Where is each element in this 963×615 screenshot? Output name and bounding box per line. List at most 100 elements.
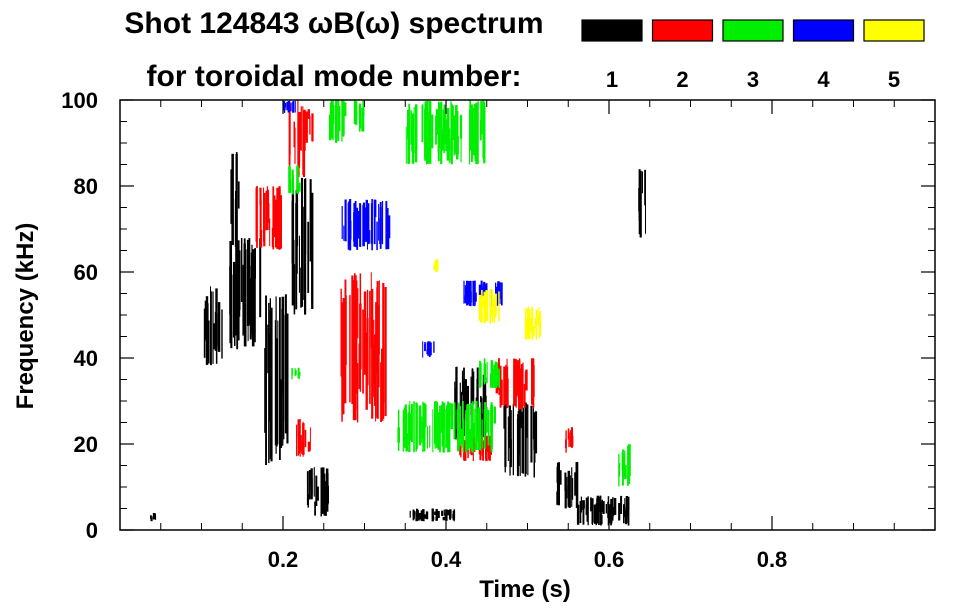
mode-1-region-10-streak [601, 499, 603, 513]
mode-4-region-1-streak [474, 280, 476, 307]
mode-1-region-10-streak [582, 500, 585, 511]
mode-2-region-0-streak [263, 193, 266, 247]
mode-5-region-1-streak [526, 307, 528, 337]
mode-1-region-11-streak [645, 175, 646, 234]
mode-1-region-10-streak [612, 497, 614, 512]
mode-2-region-2-streak [371, 288, 374, 419]
series-mode-2 [255, 100, 574, 462]
mode-1-region-1-streak [238, 288, 241, 317]
mode-3-region-6-streak [475, 102, 478, 159]
mode-1-region-9-streak [568, 475, 571, 508]
mode-2-region-1-streak [297, 100, 299, 176]
mode-1-region-10-streak [596, 495, 600, 523]
mode-5-region-0-streak [481, 295, 485, 308]
legend-label-mode-3: 3 [747, 67, 759, 92]
mode-1-region-7-streak [464, 379, 467, 415]
mode-1-region-4-streak [307, 221, 310, 293]
mode-3-region-3-streak [483, 409, 486, 449]
mode-3-region-3-streak [421, 416, 423, 443]
mode-1-region-5-streak [313, 467, 315, 497]
mode-1-region-10-streak [599, 503, 602, 526]
mode-3-region-3-streak [460, 428, 463, 444]
mode-1-region-9-streak [574, 472, 576, 496]
mode-1-region-10-streak [590, 497, 592, 512]
mode-1-region-10-streak [602, 501, 605, 514]
mode-2-region-0-streak [256, 186, 258, 248]
mode-1-region-7-streak [471, 369, 474, 422]
mode-2-region-1-streak [300, 106, 302, 151]
mode-1-region-12-streak [150, 515, 152, 519]
mode-1-region-8-streak [518, 401, 521, 456]
mode-1-region-8-streak [504, 402, 507, 468]
mode-5-region-0-streak [498, 291, 500, 322]
mode-3-region-5-streak [627, 445, 629, 486]
mode-3-region-6-streak [482, 100, 484, 159]
mode-4-region-1-streak [464, 285, 468, 304]
mode-1-region-6-streak [431, 508, 434, 522]
mode-2-region-2-streak [382, 343, 385, 419]
mode-4-region-0-streak [354, 205, 356, 227]
mode-3-region-6-streak [483, 101, 485, 164]
mode-2-region-5-streak [531, 361, 533, 406]
mode-3-region-1-streak [362, 101, 364, 124]
mode-2-region-2-streak [351, 275, 354, 405]
mode-2-region-7-streak [572, 435, 574, 447]
mode-1-region-6-streak [441, 510, 444, 516]
mode-3-region-3-streak [427, 426, 429, 449]
mode-1-region-6-streak [421, 511, 424, 520]
mode-1-region-0-streak [207, 320, 210, 364]
mode-3-region-6-streak [440, 128, 444, 151]
mode-3-region-3-streak [473, 423, 475, 438]
mode-3-region-0-streak [338, 105, 341, 132]
mode-2-region-3-streak [301, 440, 303, 454]
mode-3-region-6-streak [405, 126, 407, 164]
mode-5-region-0-streak [491, 289, 493, 316]
mode-3-region-6-streak [435, 115, 437, 145]
mode-3-region-3-streak [448, 406, 451, 453]
legend-label-mode-4: 4 [817, 67, 830, 92]
mode-1-region-7-streak [455, 367, 457, 440]
mode-3-region-3-streak [459, 406, 462, 447]
mode-1-region-10-streak [582, 504, 585, 525]
mode-3-region-6-streak [480, 101, 483, 135]
mode-1-region-4-streak [295, 189, 298, 274]
mode-3-region-6-streak [449, 128, 451, 151]
mode-1-region-5-streak [307, 494, 309, 508]
mode-1-region-7-streak [461, 391, 463, 442]
mode-5-region-1-streak [535, 310, 538, 340]
mode-1-region-10-streak [613, 498, 617, 515]
mode-1-region-7-streak [456, 366, 458, 438]
mode-4-region-0-streak [369, 230, 371, 244]
mode-4-region-3-streak [288, 102, 290, 110]
mode-2-region-4-streak [485, 435, 488, 462]
mode-1-region-9-streak [575, 478, 578, 494]
mode-2-region-5-streak [503, 366, 506, 406]
mode-2-region-4-streak [467, 449, 469, 459]
mode-1-region-3-streak [277, 320, 279, 445]
mode-1-region-6-streak [413, 510, 415, 519]
mode-2-region-2-streak [341, 326, 343, 422]
mode-3-region-3-streak [490, 404, 494, 424]
mode-3-region-3-streak [441, 401, 444, 447]
mode-1-region-0-streak [203, 308, 206, 358]
mode-1-region-3-streak [279, 297, 281, 460]
mode-5-region-1-streak [528, 309, 531, 340]
mode-1-region-8-streak [518, 434, 520, 467]
mode-2-region-5-streak [514, 366, 517, 391]
mode-1-region-9-streak [564, 472, 567, 491]
mode-3-region-6-streak [407, 117, 410, 164]
mode-1-region-2-streak [235, 154, 238, 246]
mode-1-region-5-streak [308, 470, 311, 500]
mode-2-region-2-streak [366, 289, 369, 372]
mode-2-region-1-streak [289, 100, 291, 169]
x-tick-label: 0.2 [268, 547, 299, 572]
mode-2-region-3-streak [298, 423, 301, 454]
axes: 0.2 0.4 0.6 0.8 0 20 40 60 80 100 [61, 88, 935, 572]
mode-1-region-1-streak [240, 238, 243, 302]
legend-swatch-mode-1 [581, 19, 643, 42]
mode-1-region-3-streak [275, 338, 278, 447]
mode-4-region-2-streak [428, 341, 431, 356]
mode-1-region-5-streak [326, 485, 329, 504]
y-tick-label: 20 [74, 432, 98, 457]
mode-1-region-8-streak [508, 426, 511, 449]
